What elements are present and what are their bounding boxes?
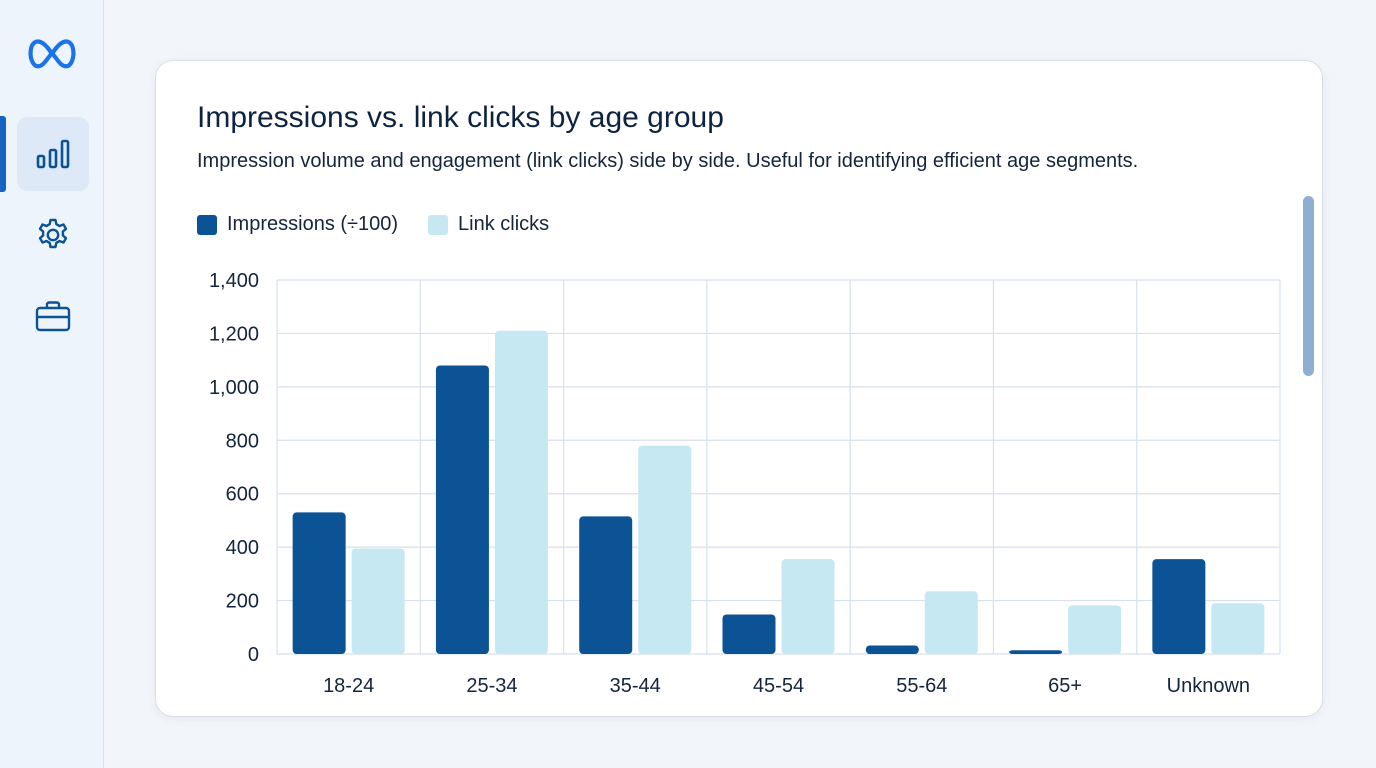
bar-link-clicks (351, 548, 405, 654)
chart-subtitle: Impression volume and engagement (link c… (197, 150, 1139, 172)
bar-link-clicks (494, 330, 548, 654)
bar-impressions (435, 365, 489, 654)
x-tick-label: 45-54 (753, 675, 804, 697)
meta-infinity-icon[interactable] (26, 34, 78, 74)
chart-legend: Impressions (÷100) Link clicks (197, 213, 579, 236)
y-tick-label: 1,400 (209, 270, 259, 292)
bar-link-clicks (924, 591, 978, 654)
bar-link-clicks (638, 445, 692, 654)
scrollbar-thumb[interactable] (1303, 196, 1314, 376)
chart-card: Impressions vs. link clicks by age group… (155, 60, 1323, 717)
bar-link-clicks (1211, 603, 1265, 654)
x-tick-label: 25-34 (466, 675, 517, 697)
bar-chart: 0 200 400 600 800 1,000 1,200 1,400 18-24 25-34 35… (209, 270, 1281, 697)
bar-impressions (1152, 559, 1206, 654)
gear-icon (38, 218, 68, 249)
bar-link-clicks (781, 559, 835, 654)
bar-chart-icon (36, 139, 70, 169)
sidebar-item-business[interactable] (17, 280, 89, 354)
y-tick-label: 200 (226, 591, 259, 613)
legend-label-link-clicks: Link clicks (458, 213, 550, 235)
briefcase-icon (35, 301, 71, 332)
sidebar (0, 0, 104, 768)
y-tick-label: 400 (226, 537, 259, 559)
y-tick-label: 1,200 (209, 323, 259, 345)
y-tick-label: 0 (248, 644, 259, 666)
bar-impressions (579, 516, 633, 654)
x-tick-label: 18-24 (323, 675, 374, 697)
legend-label-impressions: Impressions (÷100) (227, 213, 399, 235)
y-tick-label: 800 (226, 430, 259, 452)
x-tick-label: 55-64 (896, 675, 947, 697)
sidebar-item-settings[interactable] (17, 198, 89, 272)
bar-impressions (865, 645, 919, 654)
x-tick-label: Unknown (1167, 675, 1250, 697)
y-tick-label: 1,000 (209, 377, 259, 399)
bar-impressions (1009, 650, 1063, 654)
bar-impressions (292, 512, 346, 654)
legend-item-impressions[interactable]: Impressions (÷100) (197, 213, 398, 236)
bar-impressions (722, 614, 776, 654)
chart-title: Impressions vs. link clicks by age group (197, 101, 724, 134)
sidebar-item-analytics[interactable] (17, 117, 89, 191)
x-tick-label: 65+ (1048, 675, 1082, 697)
legend-swatch-link-clicks (428, 214, 449, 235)
bar-link-clicks (1068, 605, 1122, 654)
legend-swatch-impressions (197, 214, 217, 235)
x-tick-label: 35-44 (610, 675, 661, 697)
legend-item-link-clicks[interactable]: Link clicks (428, 213, 549, 236)
y-tick-label: 600 (226, 484, 259, 506)
active-nav-indicator (0, 116, 6, 192)
